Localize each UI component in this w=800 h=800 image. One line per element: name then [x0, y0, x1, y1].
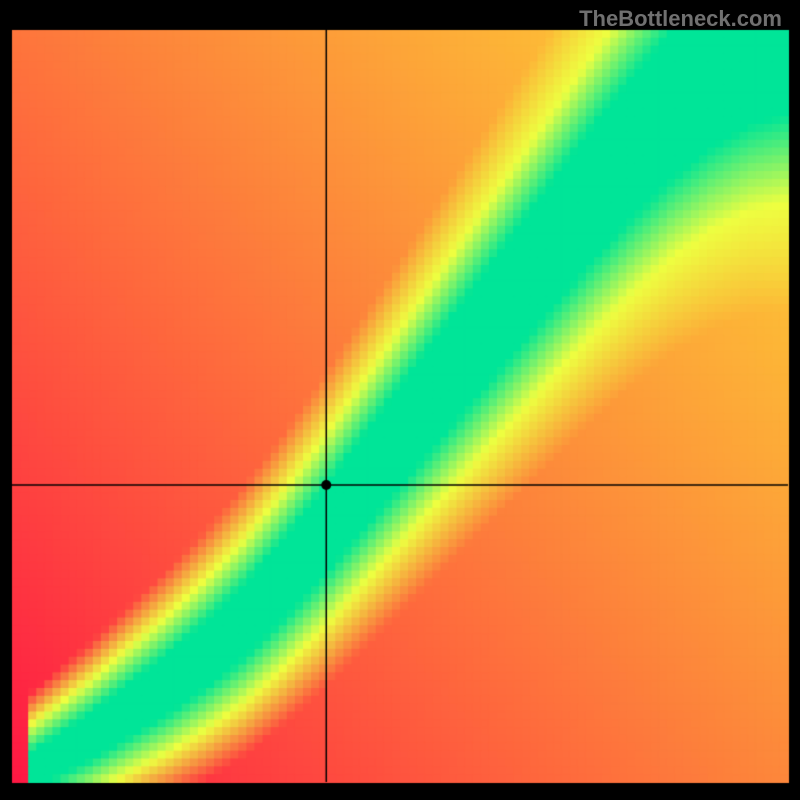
bottleneck-heatmap: [0, 0, 800, 800]
watermark-title: TheBottleneck.com: [579, 6, 782, 32]
chart-container: TheBottleneck.com: [0, 0, 800, 800]
